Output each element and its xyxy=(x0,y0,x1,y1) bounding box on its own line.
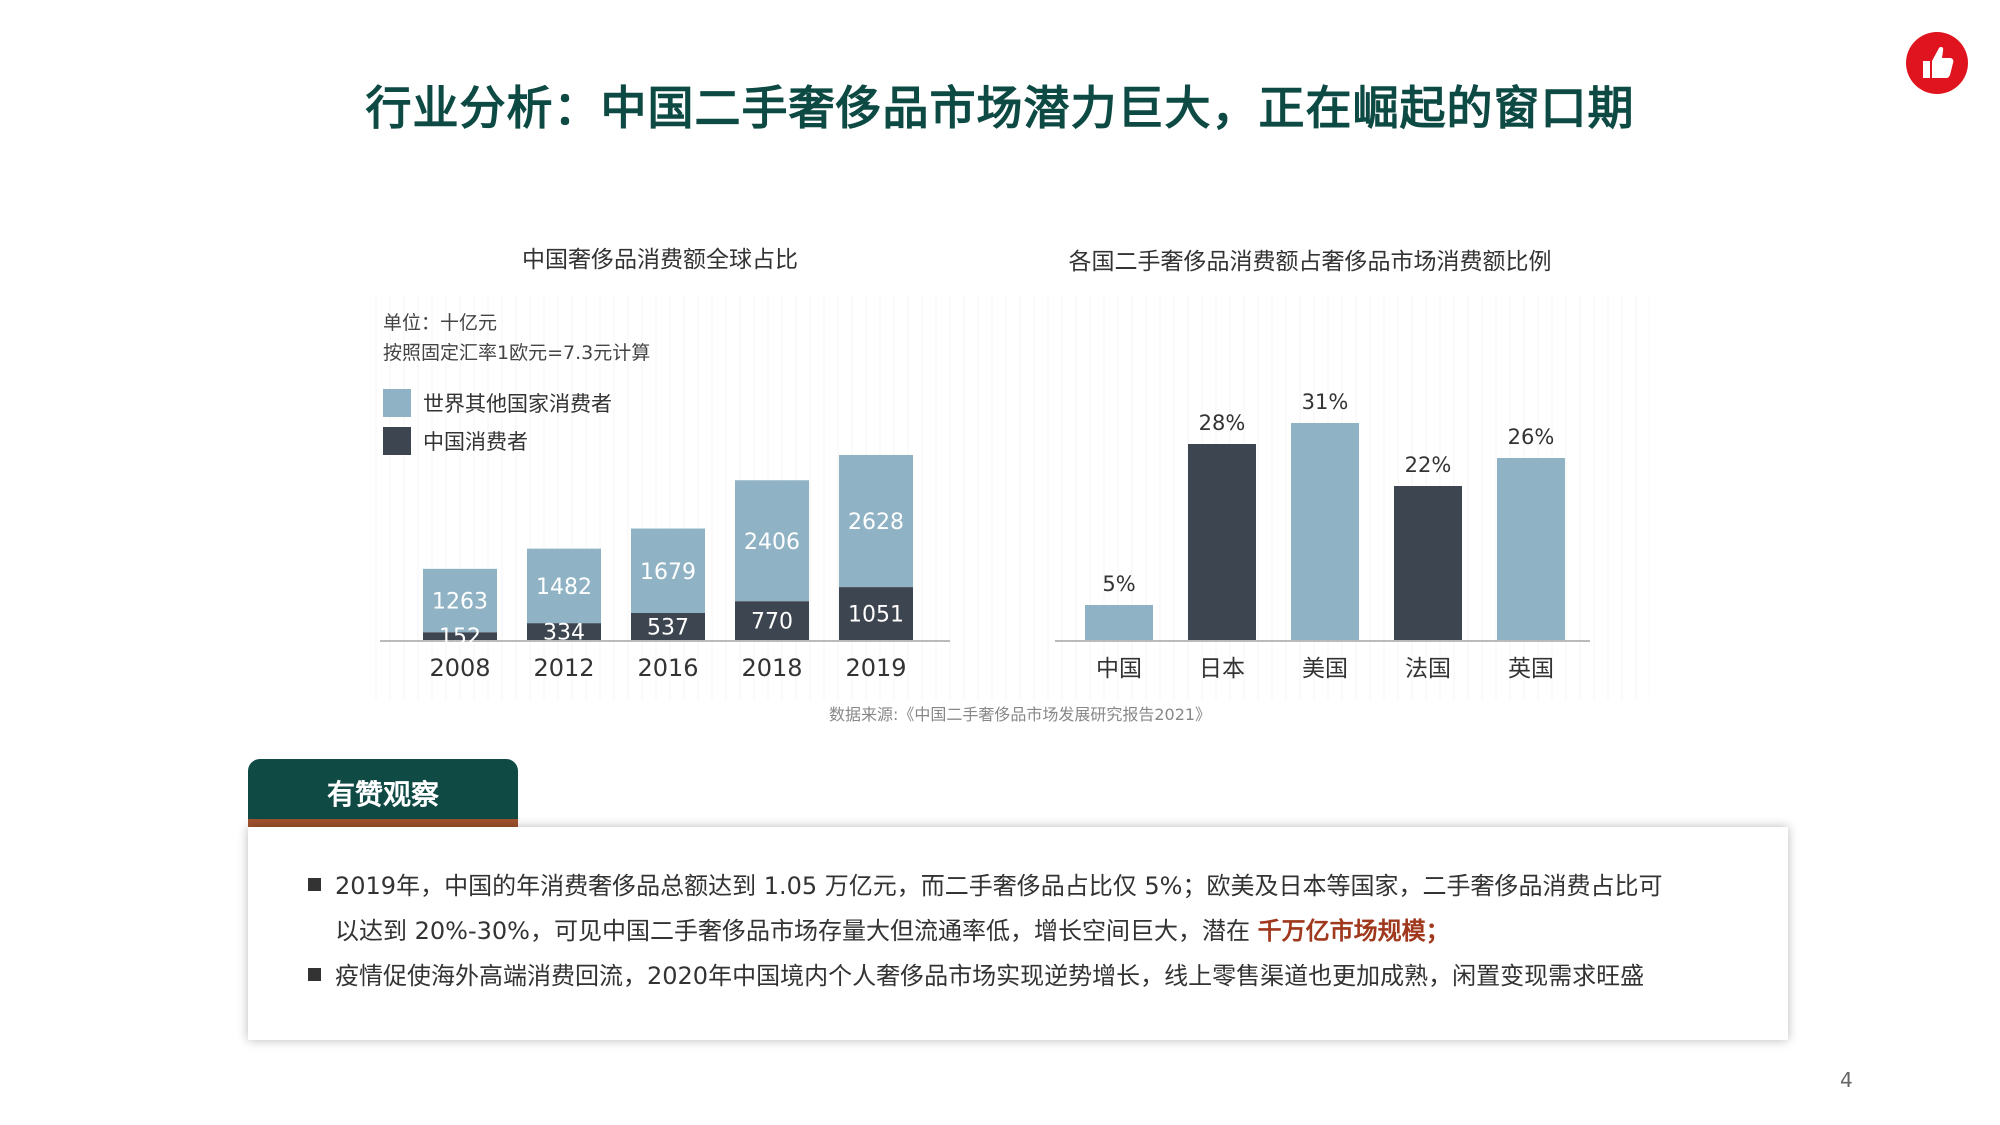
bar-china-2018 xyxy=(735,601,809,640)
legend-item-china: 中国消费者 xyxy=(383,426,528,456)
data-label-日本: 28% xyxy=(1199,411,1246,435)
chart-title-right: 各国二手奢侈品消费额占奢侈品市场消费额比例 xyxy=(1068,249,1552,275)
bar-法国 xyxy=(1394,486,1462,640)
data-source: 数据来源:《中国二手奢侈品市场发展研究报告2021》 xyxy=(828,705,1212,724)
bar-label-china-2016: 537 xyxy=(647,615,689,640)
insight-bullet-1: 2019年，中国的年消费奢侈品总额达到 1.05 万亿元，而二手奢侈品占比仅 5… xyxy=(308,864,1662,908)
bar-日本 xyxy=(1188,444,1256,640)
legend-item-other-countries: 世界其他国家消费者 xyxy=(383,388,612,418)
bar-label-other-2018: 2406 xyxy=(744,530,800,555)
legend-label-china: 中国消费者 xyxy=(423,430,528,454)
x-tick-label-2019: 2019 xyxy=(845,654,906,682)
bar-label-other-2016: 1679 xyxy=(640,560,696,585)
insight-tab-underline xyxy=(248,819,518,827)
bullet-square-icon xyxy=(308,968,321,981)
data-label-美国: 31% xyxy=(1302,390,1349,414)
data-label-法国: 22% xyxy=(1405,453,1452,477)
bar-china-2008 xyxy=(423,632,497,640)
stacked-bar-chart: 1263 152 2008 1482 334 2012 1679 537 2016 2406 770… xyxy=(380,454,950,682)
bar-英国 xyxy=(1497,458,1565,640)
x-tick-label-2008: 2008 xyxy=(429,654,490,682)
bar-label-china-2012: 334 xyxy=(543,621,585,646)
bar-chart-secondhand-share: 5% 中国 28% 日本 31% 美国 22% 法国 26% 英国 xyxy=(1055,390,1590,682)
bullet-1-line-1: 2019年，中国的年消费奢侈品总额达到 1.05 万亿元，而二手奢侈品占比仅 5… xyxy=(335,872,1663,900)
insight-bullet-1-continued: 以达到 20%-30%，可见中国二手奢侈品市场存量大但流通率低，增长空间巨大，潜… xyxy=(335,909,1450,953)
bullet-1-line-2: 以达到 20%-30%，可见中国二手奢侈品市场存量大但流通率低，增长空间巨大，潜… xyxy=(335,917,1258,945)
bar-china-2016 xyxy=(631,612,705,640)
bar-label-china-2019: 1051 xyxy=(848,603,904,628)
bar-other-2016 xyxy=(631,528,705,613)
data-label-中国: 5% xyxy=(1102,572,1135,596)
bullet-2-text: 疫情促使海外高端消费回流，2020年中国境内个人奢侈品市场实现逆势增长，线上零售… xyxy=(335,962,1645,990)
logo xyxy=(1906,32,1968,94)
exchange-rate-note: 按照固定汇率1欧元=7.3元计算 xyxy=(383,342,651,364)
x-tick-label-日本: 日本 xyxy=(1199,656,1245,682)
page-number: 4 xyxy=(1840,1068,1853,1092)
x-tick-label-2016: 2016 xyxy=(637,654,698,682)
unit-label: 单位：十亿元 xyxy=(383,312,498,334)
thumbs-up-icon xyxy=(1923,47,1954,78)
highlight-market-scale: 千万亿市场规模 xyxy=(1257,917,1426,945)
bar-china-2019 xyxy=(839,587,913,640)
bar-label-china-2018: 770 xyxy=(751,610,793,635)
bar-china-2012 xyxy=(527,623,601,640)
bar-中国 xyxy=(1085,605,1153,640)
bar-美国 xyxy=(1291,423,1359,640)
chart-title-left: 中国奢侈品消费额全球占比 xyxy=(522,247,798,273)
bar-label-china-2008: 152 xyxy=(439,625,481,650)
x-tick-label-美国: 美国 xyxy=(1302,656,1348,682)
bar-other-2018 xyxy=(735,480,809,602)
insight-bullet-2: 疫情促使海外高端消费回流，2020年中国境内个人奢侈品市场实现逆势增长，线上零售… xyxy=(308,954,1644,998)
insight-panel xyxy=(248,827,1788,1040)
bar-label-other-2012: 1482 xyxy=(536,575,592,600)
x-tick-label-中国: 中国 xyxy=(1096,656,1142,682)
legend-label-other: 世界其他国家消费者 xyxy=(423,392,612,416)
data-label-英国: 26% xyxy=(1508,425,1555,449)
legend-swatch-china xyxy=(383,427,411,455)
page-title: 行业分析：中国二手奢侈品市场潜力巨大，正在崛起的窗口期 xyxy=(365,81,1635,135)
bar-label-other-2008: 1263 xyxy=(432,590,488,615)
bullet-square-icon xyxy=(308,878,321,891)
bar-other-2019 xyxy=(839,454,913,588)
x-tick-label-法国: 法国 xyxy=(1405,656,1451,682)
insight-tab: 有赞观察 xyxy=(248,759,518,827)
legend-swatch-other xyxy=(383,389,411,417)
bar-label-other-2019: 2628 xyxy=(848,510,904,535)
bar-other-2012 xyxy=(527,548,601,624)
bullet-1-suffix: ； xyxy=(1425,917,1450,945)
bar-other-2008 xyxy=(423,568,497,633)
x-tick-label-2018: 2018 xyxy=(741,654,802,682)
x-tick-label-英国: 英国 xyxy=(1508,656,1554,682)
x-tick-label-2012: 2012 xyxy=(533,654,594,682)
